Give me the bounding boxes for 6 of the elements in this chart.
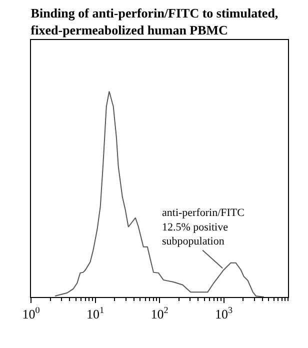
chart-title: Binding of anti-perforin/FITC to stimulated, fixed-permeabolized human PBMC (30, 5, 278, 38)
x-tick-label: 10$^{1}$ (86, 305, 104, 322)
x-tick-label: 10$^{2}$ (150, 305, 169, 322)
annotation: anti-perforin/FITC 12.5% positive subpopulation (162, 207, 244, 248)
x-tick-label: 10$^{3}$ (214, 305, 233, 322)
x-tick-label: 10$^{0}$ (22, 305, 40, 322)
